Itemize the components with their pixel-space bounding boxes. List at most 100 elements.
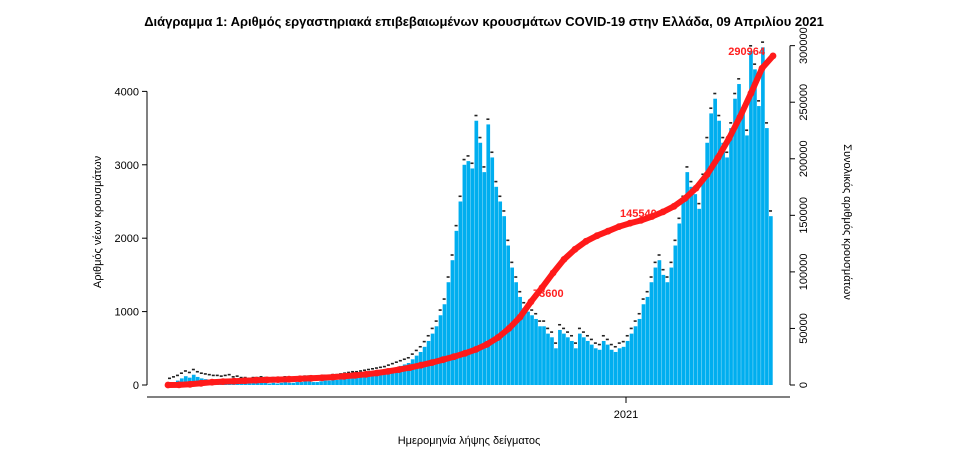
daily-bar [442,304,447,385]
daily-value-point [673,239,677,242]
daily-value-point [653,261,657,264]
daily-bar [370,373,375,385]
right-tick-label: 250000 [798,84,810,121]
daily-bar [645,296,650,385]
daily-bar [402,364,407,385]
daily-bar [562,333,566,385]
daily-bar [287,382,292,385]
daily-value-point [514,276,518,278]
daily-value-point [593,342,597,344]
daily-value-point [235,375,239,377]
daily-value-point [621,340,625,343]
daily-value-point [462,158,466,161]
daily-bar [677,223,682,385]
daily-bar [613,351,618,385]
daily-bar [649,282,654,385]
daily-value-point [669,261,673,264]
daily-value-point [753,63,757,65]
daily-value-point [367,368,371,371]
daily-bar [263,382,268,385]
daily-value-point [689,180,693,183]
daily-value-point [382,365,386,368]
daily-bar [183,376,188,385]
cumulative-point [219,378,227,385]
daily-value-point [223,374,227,377]
daily-bar [271,382,276,385]
daily-value-point [179,372,183,374]
daily-value-point [725,151,729,154]
daily-value-point [685,166,689,168]
daily-value-point [577,327,581,330]
axis-labels: Ημερομηνία λήψης δείγματος Αριθμός νέων κ… [92,144,853,447]
daily-bar [526,311,530,385]
daily-bar [597,349,602,385]
daily-bar [331,379,335,385]
daily-bar [725,157,729,385]
cumulative-point [659,208,667,216]
daily-bar [279,382,284,385]
daily-value-point [490,151,494,154]
daily-value-point [434,320,438,322]
cumulative-point [450,353,458,361]
daily-value-point [613,345,617,348]
daily-bar [514,282,518,385]
daily-value-point [609,343,613,346]
cumulative-annotation: 290964 [728,46,766,58]
daily-value-point [713,92,717,95]
daily-value-point [390,362,394,365]
daily-value-point [530,309,534,311]
daily-bar [713,98,717,385]
cumulative-point [714,154,722,162]
daily-bar [283,382,288,385]
daily-value-point [597,343,601,346]
daily-value-point [546,327,550,330]
cumulative-point [329,373,337,381]
daily-bar [343,378,347,385]
chart-title: Διάγραμμα 1: Αριθμός εργαστηριακά επιβεβ… [144,14,824,29]
daily-bar [753,69,757,386]
daily-value-point [617,342,621,344]
cumulative-point [769,52,777,60]
cumulative-point [648,213,656,220]
daily-bars [168,47,773,386]
daily-bar [327,380,331,385]
daily-bar [347,377,351,385]
daily-bar [259,382,264,385]
cumulative-point [758,64,766,72]
daily-bar [669,267,674,385]
cumulative-point [703,171,711,179]
cumulative-point [527,298,535,306]
daily-value-point [203,373,207,375]
daily-value-point [709,107,713,109]
daily-value-point [398,359,402,362]
daily-value-point [474,114,478,117]
daily-bar [733,98,737,385]
daily-value-point [550,331,554,333]
daily-value-point [641,298,645,300]
cumulative-point [274,376,282,383]
daily-bar [506,245,510,385]
cumulative-point [417,361,425,369]
daily-value-point [231,376,235,378]
cumulative-point [549,269,557,277]
daily-value-point [482,166,486,168]
daily-value-point [454,224,458,227]
daily-bar [665,282,670,385]
daily-bar [522,307,526,385]
cumulative-point [604,227,612,235]
left-tick-label: 2000 [115,233,139,245]
cumulative-point [395,366,403,373]
daily-bar [558,329,562,385]
daily-bar [486,124,491,385]
daily-bar [251,382,256,385]
daily-bar [554,348,558,385]
daily-value-point [566,331,570,333]
daily-value-point [502,210,506,212]
daily-value-point [168,377,171,380]
daily-value-point [418,345,422,348]
daily-value-point [466,155,470,157]
daily-value-point [347,371,351,374]
daily-bar [303,381,308,385]
daily-value-point [486,118,490,121]
daily-value-point [426,334,430,337]
